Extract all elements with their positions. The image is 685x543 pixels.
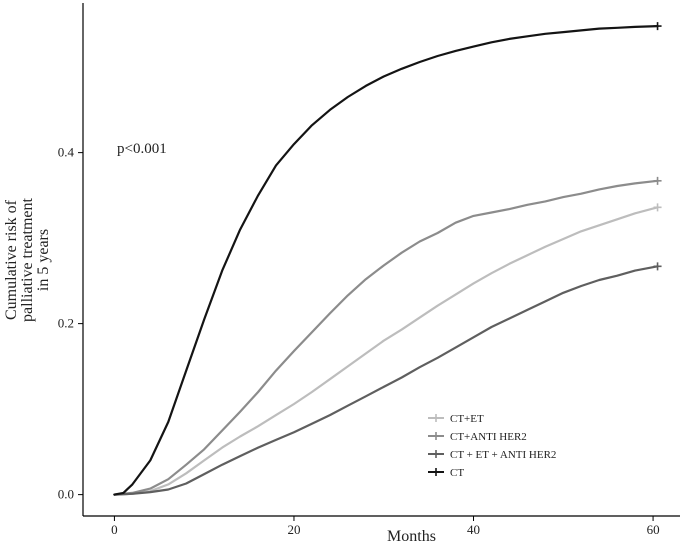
y-axis-label-line: in 5 years — [35, 229, 52, 291]
series-layer — [113, 22, 662, 496]
p-value-annotation: p<0.001 — [117, 141, 167, 157]
x-tick-label: 40 — [467, 522, 480, 537]
series-line-ct-anti-her2 — [113, 179, 659, 496]
legend: CT+ET CT+ANTI HER2 CT + ET + ANTI HER2 CT — [428, 413, 556, 479]
x-tick-label: 20 — [287, 522, 300, 537]
y-axis-label-line: Cumulative risk of — [3, 199, 20, 320]
x-tick-label: 0 — [111, 522, 118, 537]
axes: 0 20 40 60 0.0 0.2 0.4 — [58, 3, 680, 537]
censor-mark-ct-anti-her2 — [653, 176, 662, 185]
censor-mark-ct — [653, 22, 662, 31]
legend-label-ct-anti-her2: CT+ANTI HER2 — [450, 431, 527, 443]
legend-label-ct: CT — [450, 467, 464, 479]
y-tick-label: 0.2 — [58, 316, 74, 331]
legend-label-ct-et: CT+ET — [450, 413, 484, 425]
y-axis-label-line: palliative treatment — [19, 197, 36, 322]
series-line-ct-et-anti-her2 — [113, 265, 659, 496]
y-axis-label: Cumulative risk of palliative treatment in… — [3, 197, 52, 322]
x-tick-label: 60 — [647, 522, 660, 537]
y-tick-label: 0.0 — [58, 487, 74, 502]
series-line-ct-et — [113, 206, 659, 496]
y-tick-label: 0.4 — [58, 145, 75, 160]
censor-mark-ct-et — [653, 203, 662, 212]
x-axis-label: Months — [387, 528, 436, 543]
legend-label-ct-et-anti-her2: CT + ET + ANTI HER2 — [450, 449, 556, 461]
censor-mark-ct-et-anti-her2 — [653, 262, 662, 271]
series-line-ct — [113, 25, 659, 496]
